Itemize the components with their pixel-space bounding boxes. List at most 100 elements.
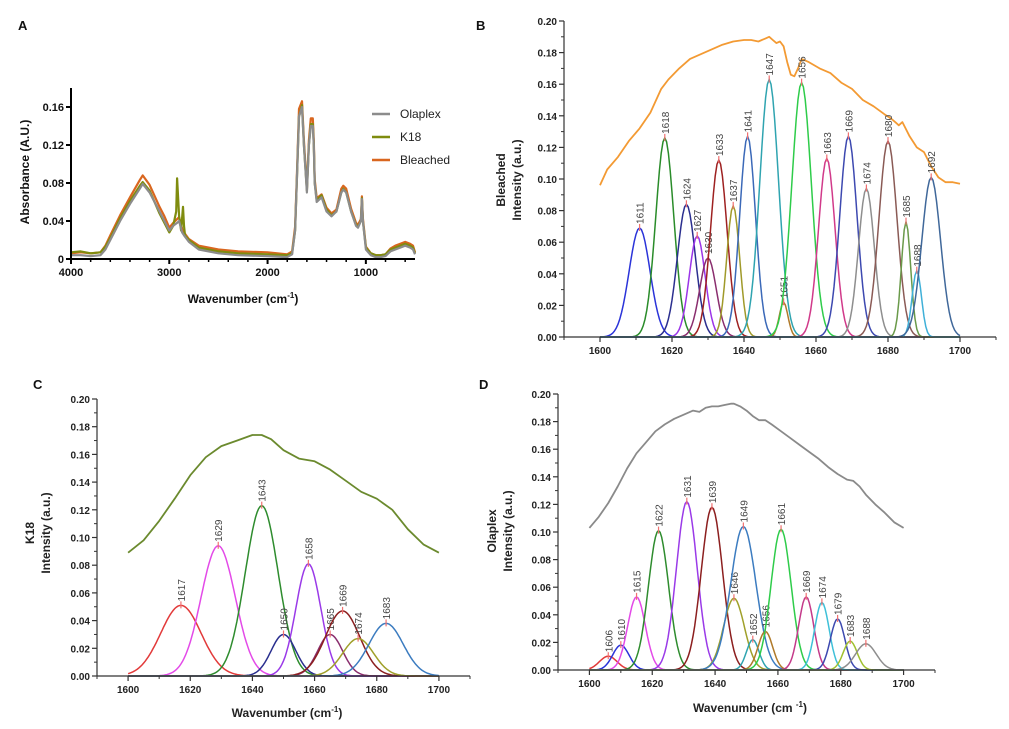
panel-c-peak-label-1683: 1683 [382,597,393,620]
panel-a-y-tick-label: 0.08 [43,178,64,190]
panel-c-y-tick-label: 0.00 [71,672,91,683]
panel-b-y-tick-label: 0.06 [538,238,558,249]
panel-c-x-tick-label: 1640 [241,685,264,696]
panel-d-envelope-line [588,402,905,529]
panel-b-y-axis-title-line2: Intensity (a.u.) [510,139,524,220]
panel-c-x-axis-title: Wavenumber (cm-1) [232,705,343,720]
panel-d-y-axis-title-line2: Intensity (a.u.) [501,490,515,571]
panel-c-y-tick-label: 0.16 [71,450,91,461]
panel-b-x-tick-label: 1700 [949,346,972,357]
panel-c-peak-label-1617: 1617 [177,579,188,602]
panel-b-peak-label-1637: 1637 [729,179,740,202]
panel-b-x-tick-label: 1600 [589,346,612,357]
panel-d-x-tick-label: 1700 [892,679,915,690]
panel-d-axes: 1600 1620 1640 1660 1680 1700 0.00 0.02 0.04 0.06… [532,390,936,690]
panel-b-x-tick-label: 1640 [733,346,756,357]
panel-c-x-tick-label: 1660 [303,685,326,696]
panel-d-peak-label-1669: 1669 [802,570,813,593]
panel-b-peak-label-1688: 1688 [913,244,924,267]
panel-c-x-axis-title-sup: -1 [331,705,339,714]
legend-label-k18: K18 [400,130,422,144]
panel-c-envelope-line [127,434,440,554]
panel-label-a: A [18,18,28,33]
panel-d-peak-label-1661: 1661 [777,503,788,526]
panel-d-peak-label-1631: 1631 [683,475,694,498]
panel-c-y-tick-label: 0.20 [71,395,91,406]
panel-c-peak-label-1658: 1658 [304,537,315,560]
panel-b-x-tick-label: 1680 [877,346,900,357]
panel-a-x-axis-title-main: Wavenumber (cm [188,292,288,306]
panel-c-peak-label-1650: 1650 [280,608,291,631]
panel-a-plot-area [70,100,417,259]
panel-b-y-tick-label: 0.16 [538,80,558,91]
panel-d-peak-label-1615: 1615 [633,570,644,593]
panel-c-y-tick-label: 0.06 [71,589,91,600]
panel-b-y-tick-label: 0.14 [538,112,558,123]
panel-d-peak-label-1649: 1649 [739,500,750,523]
panel-a-y-tick-label: 0.16 [43,102,64,114]
panel-c-peak-label-1629: 1629 [214,519,225,542]
panel-b-y-axis-title-line1: Bleached [494,153,508,206]
panel-c-x-axis-title-close: ) [338,706,342,720]
panel-d-x-tick-label: 1640 [704,679,727,690]
panel-b-peak-label-1633: 1633 [715,133,726,156]
panel-c-peak-1643 [128,504,439,677]
panel-d-peak-label-1683: 1683 [846,614,857,637]
panel-d-y-tick-label: 0.12 [532,500,552,511]
panel-a: A 4000 3000 2000 1000 0 0.04 0.08 0.12 0.16 Abso… [18,18,450,306]
panel-d-y-tick-label: 0.14 [532,473,552,484]
panel-b-x-tick-label: 1660 [805,346,828,357]
panel-d-x-axis-title-close: ) [803,701,807,715]
panel-b-y-tick-label: 0.20 [538,17,558,28]
panel-c-peak-label-1674: 1674 [354,612,365,635]
legend-label-bleached: Bleached [400,153,450,167]
panel-label-b: B [476,18,485,33]
panel-d-peak-label-1679: 1679 [834,592,845,615]
panel-a-x-axis-title-sup: -1 [287,291,295,300]
panel-b-y-tick-label: 0.00 [538,333,558,344]
panel-c-y-tick-label: 0.18 [71,423,91,434]
panel-c-axes: 1600 1620 1640 1660 1680 1700 0.00 0.02 0.04 0.06… [71,395,471,696]
panel-b-peak-label-1692: 1692 [927,151,938,174]
panel-c-y-axis-title-line1: K18 [23,522,37,544]
panel-a-x-tick-label: 3000 [157,267,181,279]
panel-d-peak-label-1688: 1688 [862,617,873,640]
panel-a-x-tick-label: 4000 [59,267,83,279]
panel-c-y-tick-label: 0.02 [71,644,91,655]
panel-d-x-tick-label: 1620 [641,679,664,690]
panel-label-c: C [33,377,43,392]
panel-d-x-axis-title-sup: -1 [796,700,804,709]
panel-d-y-tick-label: 0.10 [532,528,552,539]
panel-label-d: D [479,377,488,392]
panel-d-y-tick-label: 0.02 [532,638,552,649]
panel-d-x-tick-label: 1600 [578,679,601,690]
panel-c-y-axis-title-line2: Intensity (a.u.) [39,492,53,573]
panel-d-peak-label-1639: 1639 [708,480,719,503]
panel-d-x-axis-title: Wavenumber (cm -1) [693,700,807,715]
panel-a-legend: Olaplex K18 Bleached [372,107,450,167]
panel-b-envelope-line [599,35,961,186]
panel-c-y-tick-label: 0.08 [71,561,91,572]
panel-b-peak-label-1611: 1611 [636,202,647,224]
panel-a-axes: 4000 3000 2000 1000 0 0.04 0.08 0.12 0.16 [43,88,415,279]
panel-a-y-tick-label: 0 [58,254,64,266]
panel-a-x-tick-label: 1000 [354,267,378,279]
panel-c-peak-label-1643: 1643 [258,479,269,502]
panel-d-peak-label-1652: 1652 [749,613,760,636]
panel-c-peak-1650 [128,633,439,677]
panel-b-y-tick-label: 0.10 [538,175,558,186]
panel-b-y-tick-label: 0.18 [538,49,558,60]
panel-d-peak-label-1622: 1622 [655,504,666,527]
panel-d-y-tick-label: 0.20 [532,390,552,401]
panel-c-peak-label-1665: 1665 [326,608,337,631]
panel-b-peak-label-1627: 1627 [693,209,704,232]
panel-b-x-tick-label: 1620 [661,346,684,357]
panel-d-y-tick-label: 0.06 [532,583,552,594]
panel-b-plot-area: 1611161816241627163016331637164116471651… [599,35,961,338]
panel-c-x-tick-label: 1700 [428,685,451,696]
panel-c-x-axis-title-main: Wavenumber (cm [232,706,332,720]
panel-d-peak-label-1606: 1606 [604,630,615,653]
